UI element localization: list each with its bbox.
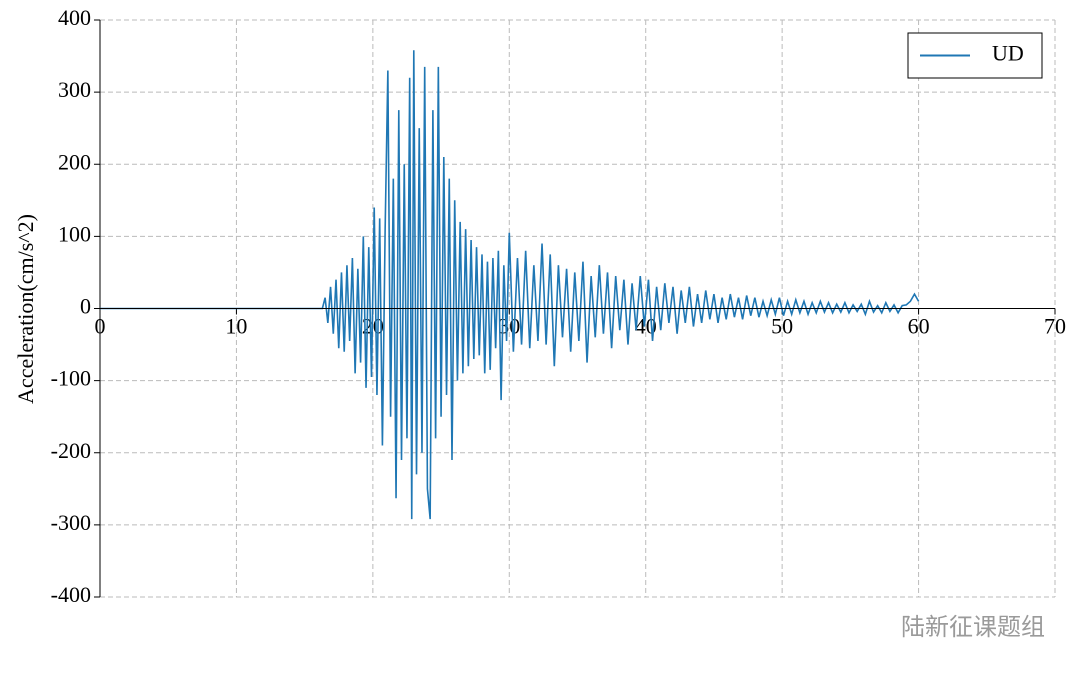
- y-axis-label: Acceleration(cm/s^2): [13, 214, 38, 404]
- y-tick-label: 200: [58, 149, 91, 174]
- y-tick-label: -300: [51, 510, 91, 535]
- data-line: [100, 50, 920, 520]
- y-tick-label: 0: [80, 294, 91, 319]
- legend-label: UD: [992, 41, 1024, 66]
- y-tick-label: -200: [51, 438, 91, 463]
- x-tick-label: 70: [1044, 314, 1066, 339]
- x-tick-label: 10: [225, 314, 247, 339]
- x-tick-label: 60: [908, 314, 930, 339]
- y-tick-label: 100: [58, 221, 91, 246]
- y-tick-label: 400: [58, 5, 91, 30]
- legend-box: [907, 32, 1043, 79]
- y-tick-label: -400: [51, 582, 91, 607]
- y-tick-label: 300: [58, 77, 91, 102]
- x-tick-label: 50: [771, 314, 793, 339]
- y-tick-label: -100: [51, 366, 91, 391]
- x-tick-label: 30: [498, 314, 520, 339]
- watermark: 陆新征课题组: [901, 613, 1045, 641]
